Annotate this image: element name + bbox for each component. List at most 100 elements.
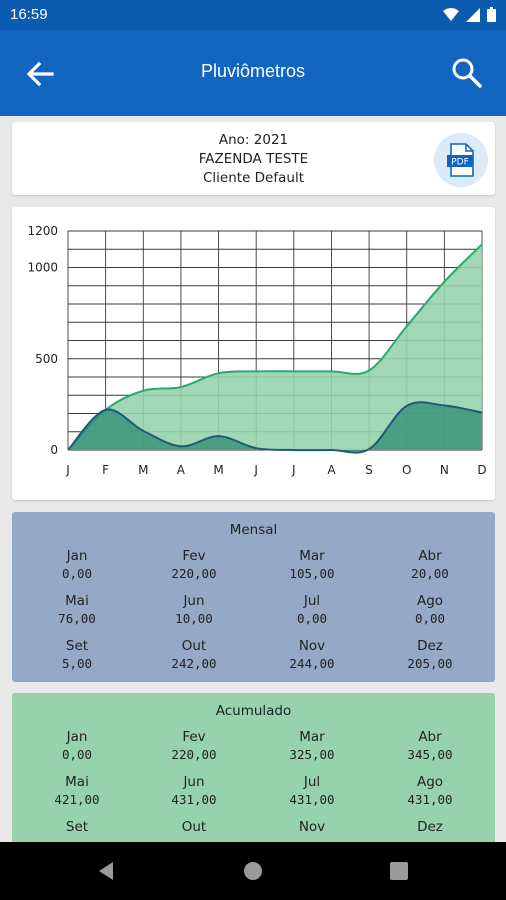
month-name: Dez [417, 638, 443, 654]
year-label: Ano: 2021 [218, 132, 289, 148]
month-value: 431,00 [407, 792, 453, 807]
month-name: Jul [303, 774, 321, 790]
y-tick-label: 500 [35, 352, 58, 366]
month-cell: Mar 325,00 [252, 729, 372, 762]
x-tick-label: A [177, 463, 186, 477]
month-name: Mar [299, 548, 325, 564]
month-cell: Jun 431,00 [134, 774, 254, 807]
cumulative-area [68, 244, 482, 450]
month-value: 431,00 [171, 792, 217, 807]
y-tick-label: 1000 [27, 261, 58, 275]
month-name: Mai [65, 593, 89, 609]
nav-recents-icon[interactable] [390, 862, 408, 880]
x-tick-label: D [477, 463, 486, 477]
signal-icon [466, 7, 480, 22]
y-tick-label: 1200 [27, 224, 58, 238]
month-cell: Ago 0,00 [370, 593, 490, 626]
month-value: 105,00 [289, 566, 335, 581]
search-icon[interactable] [450, 56, 484, 90]
y-tick-label: 0 [50, 443, 58, 457]
status-icons [443, 7, 496, 22]
monthly-area [68, 402, 482, 453]
rainfall-chart-card: J F M A M J J A S O N D 1200 1000 500 0 [12, 207, 495, 500]
month-value: 10,00 [175, 611, 213, 626]
month-cell: Mai 421,00 [17, 774, 137, 807]
month-name: Fev [182, 729, 206, 745]
month-name: Out [181, 819, 207, 835]
monthly-summary-card: Mensal Jan 0,00 Fev 220,00 Mar 105,00 Abr 20,00… [12, 512, 495, 682]
month-cell: Set [17, 819, 137, 837]
month-value: 325,00 [289, 747, 335, 762]
cumulative-line [67, 243, 483, 451]
month-cell: Jul 431,00 [252, 774, 372, 807]
month-value: 0,00 [296, 611, 328, 626]
month-cell: Dez 205,00 [370, 638, 490, 671]
x-tick-label: F [102, 463, 109, 477]
month-cell: Mar 105,00 [252, 548, 372, 581]
pdf-icon-label: PDF [451, 158, 469, 168]
x-tick-label: A [327, 463, 336, 477]
month-name: Nov [298, 819, 326, 835]
x-tick-label: S [365, 463, 373, 477]
month-cell: Fev 220,00 [134, 548, 254, 581]
month-cell: Jan 0,00 [17, 729, 137, 762]
month-value: 205,00 [407, 656, 453, 671]
month-name: Jan [66, 548, 88, 564]
client-label: Cliente Default [202, 170, 304, 186]
month-cell: Mai 76,00 [17, 593, 137, 626]
app-bar: Pluviômetros [0, 30, 506, 116]
month-name: Ago [416, 774, 444, 790]
status-time: 16:59 [10, 6, 48, 23]
status-bar: 16:59 [0, 0, 506, 30]
page-title: Pluviômetros [200, 61, 306, 81]
month-cell: Jan 0,00 [17, 548, 137, 581]
month-value: 0,00 [61, 747, 93, 762]
rainfall-chart: J F M A M J J A S O N D 1200 1000 500 0 [27, 224, 486, 477]
month-name: Jan [66, 729, 88, 745]
month-name: Out [181, 638, 207, 654]
cumulative-summary-card: Acumulado Jan 0,00 Fev 220,00 Mar 325,00 Abr 34… [12, 693, 495, 853]
monthly-title: Mensal [229, 522, 278, 538]
nav-home-icon[interactable] [243, 861, 263, 881]
month-name: Set [65, 819, 89, 835]
battery-icon [487, 7, 496, 22]
wifi-icon [443, 7, 459, 21]
month-cell: Jul 0,00 [252, 593, 372, 626]
x-tick-label: J [253, 463, 258, 477]
month-value: 244,00 [289, 656, 335, 671]
pdf-export-button[interactable]: PDF [434, 133, 488, 187]
month-cell: Out 242,00 [134, 638, 254, 671]
month-value: 5,00 [61, 656, 93, 671]
month-name: Jul [303, 593, 321, 609]
month-value: 242,00 [171, 656, 217, 671]
nav-back-icon[interactable] [96, 861, 116, 881]
month-value: 220,00 [171, 747, 217, 762]
month-cell: Out [134, 819, 254, 837]
month-cell: Nov 244,00 [252, 638, 372, 671]
month-name: Jun [183, 593, 205, 609]
month-value: 431,00 [289, 792, 335, 807]
month-cell: Ago 431,00 [370, 774, 490, 807]
month-name: Fev [182, 548, 206, 564]
month-value: 20,00 [411, 566, 449, 581]
x-tick-label: N [440, 463, 449, 477]
month-cell: Set 5,00 [17, 638, 137, 671]
month-cell: Abr 345,00 [370, 729, 490, 762]
month-name: Nov [298, 638, 326, 654]
x-tick-label: M [138, 463, 148, 477]
month-cell: Abr 20,00 [370, 548, 490, 581]
x-tick-label: J [291, 463, 296, 477]
farm-label: FAZENDA TESTE [198, 151, 309, 167]
x-tick-label: O [402, 463, 411, 477]
pdf-icon: PDF [447, 143, 474, 177]
month-value: 220,00 [171, 566, 217, 581]
month-name: Mar [299, 729, 325, 745]
month-name: Abr [418, 729, 442, 745]
back-arrow-icon[interactable] [22, 58, 58, 90]
system-nav-bar [0, 842, 506, 900]
month-name: Set [65, 638, 89, 654]
x-tick-label: M [213, 463, 223, 477]
cumulative-title: Acumulado [215, 703, 292, 719]
month-cell: Fev 220,00 [134, 729, 254, 762]
info-card: Ano: 2021 FAZENDA TESTE Cliente Default … [12, 122, 495, 195]
